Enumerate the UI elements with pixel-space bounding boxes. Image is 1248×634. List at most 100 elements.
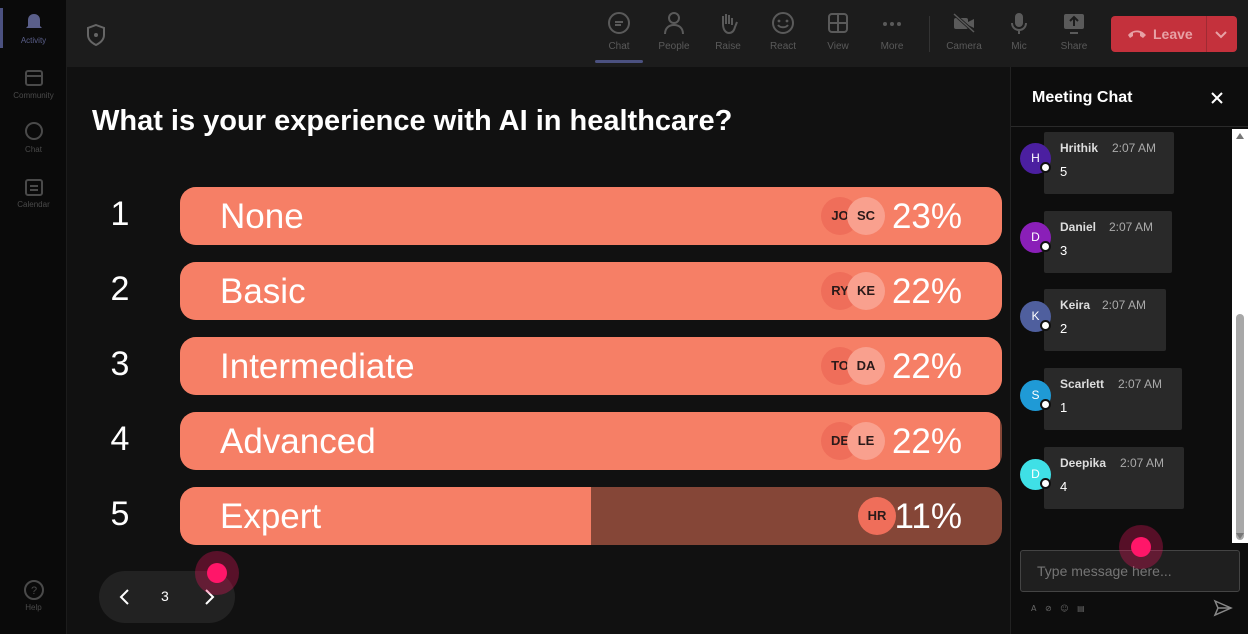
svg-text:A ⊘ ☺ ▤: A ⊘ ☺ ▤: [1031, 604, 1088, 613]
leave-button[interactable]: Leave: [1111, 16, 1237, 52]
share-button-label: Share: [1060, 41, 1088, 52]
option-label: Advanced: [220, 422, 376, 461]
message-sender: Scarlett: [1060, 377, 1105, 391]
smiley-icon: [772, 12, 794, 34]
voter-avatar: DA: [847, 347, 885, 385]
view-button-label: View: [827, 41, 849, 52]
click-indicator: [195, 551, 239, 595]
option-number: 4: [110, 420, 130, 458]
option-percent: 23%: [891, 197, 962, 236]
hang-up-icon: [1128, 30, 1146, 38]
option-label: Intermediate: [220, 347, 415, 386]
chevron-down-icon[interactable]: [1214, 27, 1228, 41]
shield-icon[interactable]: [86, 24, 106, 46]
rail-item-chat[interactable]: Chat: [0, 121, 67, 154]
chevron-right-icon[interactable]: [201, 587, 217, 607]
status-dot: [1040, 241, 1051, 252]
rail-item-label: Calendar: [17, 200, 50, 209]
camera-button-label: Camera: [946, 41, 982, 52]
mic-button[interactable]: Mic: [994, 10, 1044, 52]
message-time: 2:07 AM: [1112, 141, 1157, 155]
view-button[interactable]: View: [813, 10, 863, 52]
raise-hand-button[interactable]: Raise: [703, 10, 753, 52]
rail-item-activity[interactable]: Activity: [0, 12, 67, 45]
avatar[interactable]: D: [1020, 222, 1051, 253]
option-percent: 22%: [891, 347, 962, 386]
chat-header-divider: [1011, 126, 1248, 127]
voter-avatar: KE: [847, 272, 885, 310]
help-icon: ?: [23, 580, 44, 600]
rail-item-label: Community: [13, 91, 54, 100]
avatar[interactable]: H: [1020, 143, 1051, 174]
rail-item-calendar[interactable]: Calendar: [0, 176, 67, 209]
option-label: None: [220, 197, 304, 236]
camera-button[interactable]: Camera: [939, 10, 989, 52]
leave-button-label: Leave: [1153, 26, 1193, 42]
chat-message-input[interactable]: [1020, 550, 1240, 592]
poll-option-bar: None JO SC 23%: [180, 187, 1002, 245]
voter-avatar: HR: [858, 497, 896, 535]
option-label: Expert: [220, 497, 322, 536]
poll-question: What is your experience with AI in healt…: [92, 105, 733, 137]
rail-item-label: Help: [25, 603, 42, 612]
message-time: 2:07 AM: [1102, 298, 1147, 312]
avatar-initial: S: [1031, 388, 1040, 402]
message-sender: Keira: [1060, 298, 1091, 312]
chat-title: Meeting Chat: [1032, 89, 1133, 106]
raise-button-label: Raise: [715, 41, 741, 52]
chat-message: Daniel 2:07 AM 3: [1044, 211, 1172, 273]
rail-item-community[interactable]: Community: [0, 67, 67, 100]
option-percent: 22%: [891, 422, 962, 461]
option-percent: 22%: [891, 272, 962, 311]
scroll-up-arrow[interactable]: [1236, 133, 1244, 139]
chat-message: Keira 2:07 AM 2: [1044, 289, 1166, 351]
message-time: 2:07 AM: [1120, 456, 1165, 470]
svg-text:?: ?: [30, 585, 36, 597]
option-number: 2: [110, 270, 130, 308]
avatar[interactable]: K: [1020, 301, 1051, 332]
message-text: 4: [1060, 479, 1068, 494]
more-button[interactable]: More: [867, 10, 917, 52]
people-button[interactable]: People: [649, 10, 699, 52]
react-button-label: React: [769, 41, 797, 52]
message-time: 2:07 AM: [1109, 220, 1154, 234]
poll-results: What is your experience with AI in healt…: [67, 67, 1010, 634]
scroll-down-arrow[interactable]: [1236, 533, 1244, 539]
avatar-initial: D: [1031, 467, 1040, 481]
chat-icon: [608, 12, 630, 34]
share-button[interactable]: Share: [1049, 10, 1099, 52]
status-dot: [1040, 399, 1051, 410]
status-dot: [1040, 478, 1051, 489]
message-sender: Daniel: [1060, 220, 1097, 234]
avatar[interactable]: D: [1020, 459, 1051, 490]
hand-icon: [722, 14, 738, 35]
poll-option-bar: Advanced DE LE 22%: [180, 412, 1002, 470]
close-icon[interactable]: [1210, 91, 1224, 105]
app-rail: Activity Community Chat Calendar ? Help: [0, 0, 67, 634]
poll-option-bar: Expert HR 11%: [180, 487, 1002, 545]
grid-view-icon: [828, 13, 848, 33]
chat-button[interactable]: Chat: [594, 10, 644, 63]
bell-icon: [25, 14, 42, 28]
avatar-initial: H: [1031, 151, 1040, 165]
mic-button-label: Mic: [1011, 41, 1027, 52]
option-number: 1: [110, 195, 130, 233]
rail-item-help[interactable]: ? Help: [0, 579, 67, 612]
more-button-label: More: [880, 41, 904, 52]
option-label: Basic: [220, 272, 306, 311]
camera-off-icon: [952, 12, 976, 34]
send-icon[interactable]: [1213, 599, 1233, 617]
rail-item-label: Chat: [25, 145, 42, 154]
message-text: 5: [1060, 164, 1068, 179]
chevron-left-icon[interactable]: [117, 587, 133, 607]
avatar[interactable]: S: [1020, 380, 1051, 411]
formatting-toolbar-icon[interactable]: A ⊘ ☺ ▤: [1031, 603, 1091, 613]
react-button[interactable]: React: [758, 10, 808, 52]
option-percent: 11%: [894, 497, 962, 536]
rail-item-label: Activity: [20, 36, 47, 45]
people-button-label: People: [658, 41, 690, 52]
poll-option-bar: Intermediate TO DA 22%: [180, 337, 1002, 395]
scrollbar-thumb[interactable]: [1236, 314, 1244, 540]
chat-scrollbar[interactable]: [1232, 129, 1248, 543]
people-icon: [664, 12, 684, 35]
